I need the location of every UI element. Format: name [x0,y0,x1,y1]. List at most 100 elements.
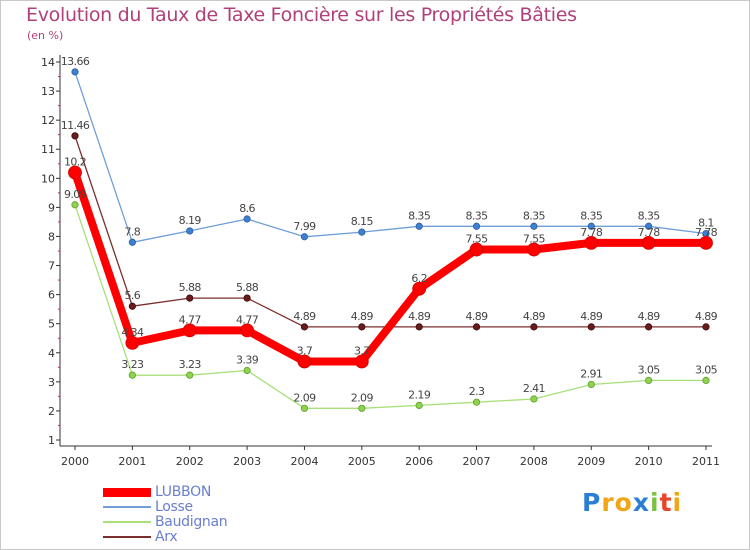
data-label-arx: 4.89 [351,310,374,323]
y-tick-label: 2 [48,405,55,418]
y-tick-label: 3 [48,376,55,389]
data-label-losse: 8.35 [408,209,431,222]
data-point-losse [587,222,595,230]
logo-letter: t [659,488,673,517]
data-point-arx [243,294,251,302]
x-tick-label: 2008 [520,455,548,468]
y-tick-label: 11 [41,143,55,156]
y-tick-label: 10 [41,172,55,185]
data-point-losse [415,222,423,230]
data-label-losse: 8.19 [179,214,202,227]
data-label-lubbon: 10.2 [64,155,86,168]
y-tick-label: 1 [48,434,55,447]
data-point-lubbon [297,354,312,369]
data-label-losse: 7.8 [125,225,141,238]
y-tick-label: 9 [48,201,55,214]
data-point-baudignan [415,401,423,409]
series-line-lubbon [71,168,710,366]
data-label-losse: 8.35 [638,209,661,222]
chart-title: Evolution du Taux de Taxe Foncière sur l… [26,4,577,26]
y-tick-label: 12 [41,114,55,127]
data-point-arx [186,294,194,302]
data-label-lubbon: 7.78 [580,226,603,239]
data-point-lubbon [354,354,369,369]
x-tick-label: 2001 [118,455,146,468]
legend-swatch-baudignan [103,521,151,523]
data-point-arx [128,302,136,310]
data-label-arx: 5.88 [179,281,202,294]
data-label-lubbon: 7.78 [695,226,718,239]
x-tick-label: 2011 [692,455,720,468]
data-point-losse [645,222,653,230]
data-point-lubbon [412,281,427,296]
data-point-baudignan [300,404,309,412]
y-tick-label: 8 [48,230,55,243]
data-label-losse: 8.35 [523,209,546,222]
legend-label-lubbon: LUBBON [155,484,212,500]
data-label-losse: 8.35 [580,209,603,222]
data-label-arx: 4.89 [580,310,603,323]
y-tick-label: 7 [48,260,55,273]
x-tick-label: 2004 [290,455,318,468]
data-point-arx [300,323,309,331]
data-point-baudignan [702,376,710,384]
data-point-losse [243,215,251,223]
logo-letter: o [614,488,633,517]
data-label-baudignan: 2.3 [469,385,485,398]
data-label-losse: 8.1 [698,217,714,230]
y-tick-label: 4 [48,347,55,360]
data-label-lubbon: 4.34 [121,326,144,339]
data-point-lubbon [699,235,713,250]
x-tick-label: 2006 [405,455,433,468]
legend-swatch-arx [103,536,151,538]
data-point-baudignan [530,395,538,403]
series-line-baudignan [74,204,707,409]
data-point-losse [530,222,538,230]
data-label-arx: 4.89 [638,310,661,323]
data-label-arx: 4.89 [293,310,316,323]
data-label-baudignan: 2.09 [351,391,374,404]
data-point-lubbon [584,235,599,250]
logo-letter: r [601,488,615,517]
data-label-arx: 5.88 [236,281,259,294]
data-label-losse: 13.66 [61,55,90,68]
data-point-arx [358,323,366,331]
data-point-lubbon [125,335,140,350]
y-tick-label: 13 [41,85,55,98]
data-point-losse [300,233,309,241]
data-point-arx [71,132,79,140]
data-point-baudignan [71,201,79,209]
x-tick-label: 2000 [61,455,89,468]
data-label-lubbon: 7.55 [523,233,546,246]
data-label-losse: 8.15 [351,215,374,228]
x-tick-label: 2010 [635,455,663,468]
data-label-baudignan: 3.39 [236,354,259,367]
logo-letter: x [632,488,650,517]
data-label-arx: 4.89 [465,310,488,323]
data-label-baudignan: 2.09 [293,391,316,404]
data-label-baudignan: 3.05 [638,363,661,376]
proxiti-logo: Proxiti [582,488,682,517]
data-label-lubbon: 7.78 [638,226,661,239]
data-point-lubbon [641,235,656,250]
data-label-lubbon: 4.77 [179,313,202,326]
y-tick-label: 14 [41,56,55,69]
data-label-baudignan: 2.19 [408,388,431,401]
data-point-arx [415,323,423,331]
logo-letter: i [672,488,683,517]
data-point-arx [702,323,710,331]
x-tick-label: 2009 [577,455,605,468]
data-point-lubbon [68,165,82,180]
y-axis-unit-label: (en %) [27,29,64,42]
data-point-lubbon [527,242,541,257]
series-line-arx [74,135,707,328]
legend-label-losse: Losse [155,499,193,515]
data-point-baudignan [128,371,136,379]
logo-letter: P [582,488,602,517]
series-line-losse [74,71,707,243]
data-point-baudignan [358,404,366,412]
data-point-baudignan [472,398,481,406]
data-label-lubbon: 6.2 [411,272,427,285]
